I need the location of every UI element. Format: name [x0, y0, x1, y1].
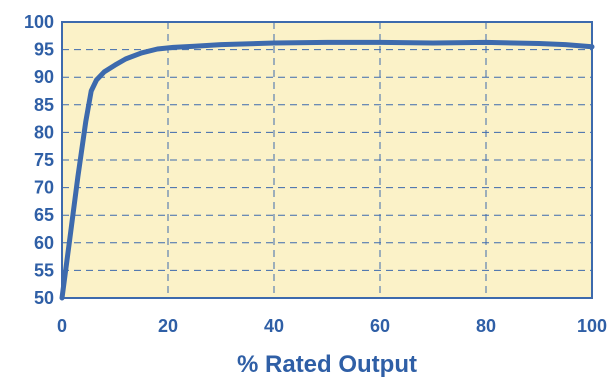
efficiency-curve: [59, 39, 595, 301]
y-tick-label: 75: [34, 150, 54, 170]
x-tick-label: 20: [158, 316, 178, 336]
y-tick-label: 95: [34, 40, 54, 60]
y-tick-label: 90: [34, 67, 54, 87]
y-tick-label: 55: [34, 260, 54, 280]
x-axis-ticks: 0 20 40 60 80 100: [57, 316, 607, 336]
y-tick-label: 65: [34, 205, 54, 225]
x-tick-label: 60: [370, 316, 390, 336]
x-tick-label: 0: [57, 316, 67, 336]
y-tick-label: 85: [34, 95, 54, 115]
y-tick-label: 50: [34, 288, 54, 308]
y-tick-label: 70: [34, 178, 54, 198]
plot-frame: [61, 21, 593, 299]
x-axis-label: % Rated Output: [237, 351, 417, 378]
y-axis-ticks: 50 55 60 65 70 75 80 85 90 95 100: [24, 12, 54, 308]
y-tick-label: 80: [34, 122, 54, 142]
x-tick-label: 80: [476, 316, 496, 336]
x-tick-label: 40: [264, 316, 284, 336]
y-tick-label: 60: [34, 233, 54, 253]
y-tick-label: 100: [24, 12, 54, 32]
x-tick-label: 100: [577, 316, 607, 336]
